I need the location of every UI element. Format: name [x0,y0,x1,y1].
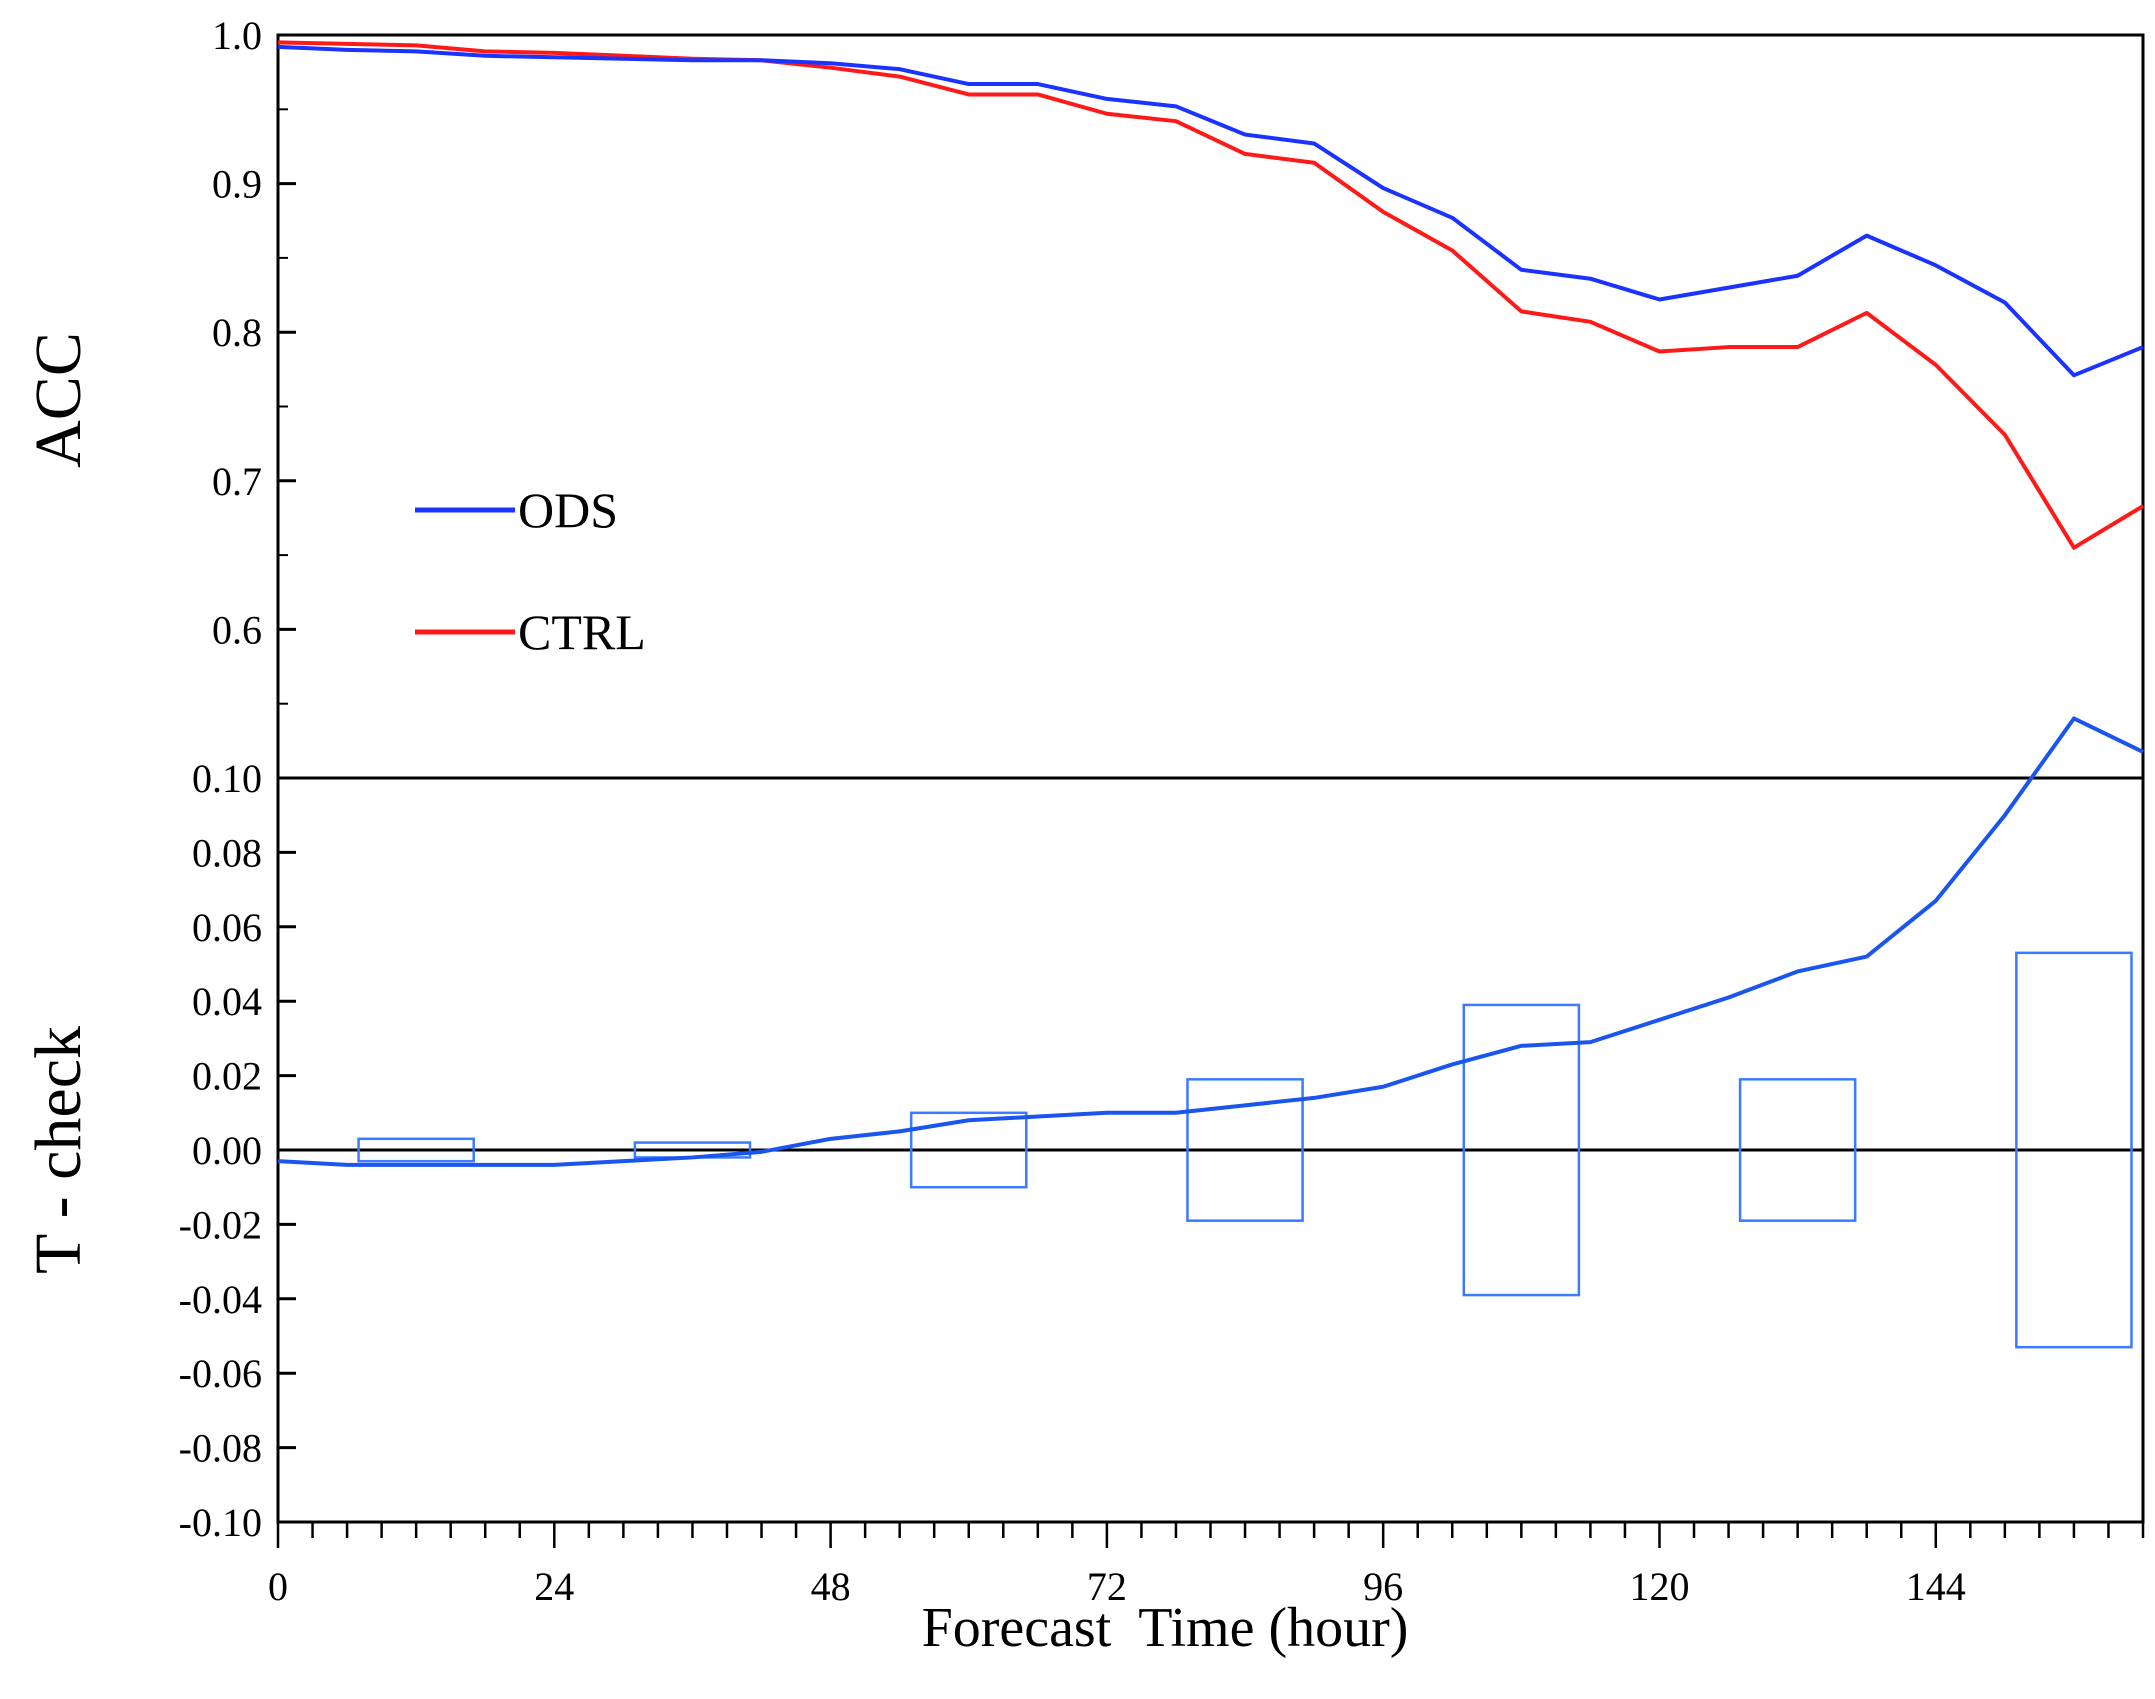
acc-axis-title: ACC [22,332,95,468]
t-check-y-tick-label: -0.04 [179,1277,262,1322]
t-check-y-tick-label: -0.02 [179,1202,262,1247]
t-check-axis-title: T - check [22,1026,95,1274]
acc-y-tick-label: 0.8 [212,310,262,355]
acc-panel-frame [276,33,2145,780]
legend-label-ctrl: CTRL [518,604,646,660]
t-check-y-tick-label: 0.00 [192,1128,262,1173]
acc-difference-line [277,716,2144,1167]
x-axis-title: Forecast Time (hour) [922,1597,1409,1659]
x-tick-label: 0 [268,1564,288,1609]
acc-y-tick-label: 0.9 [212,162,262,207]
significance-box [2015,951,2133,1349]
legend-label-ods: ODS [518,482,618,538]
t-check-y-tick-label: -0.10 [179,1500,262,1545]
t-check-y-tick-label: 0.10 [192,756,262,801]
t-check-y-tick-label: 0.08 [192,830,262,875]
t-check-y-tick-label: 0.02 [192,1054,262,1099]
significance-box [1462,1003,1581,1297]
t-check-y-tick-label: -0.06 [179,1351,262,1396]
t-check-y-tick-label: 0.06 [192,905,262,950]
significance-box [357,1137,475,1163]
significance-box [909,1111,1028,1189]
x-tick-label: 72 [1087,1564,1127,1609]
acc-y-tick-label: 0.6 [212,607,262,652]
series-line-ods [277,44,2144,378]
x-tick-label: 144 [1906,1564,1966,1609]
t-check-y-tick-label: 0.04 [192,979,262,1024]
series-line-ctrl [277,40,2145,550]
acc-y-tick-label: 1.0 [212,13,262,58]
significance-box [1738,1078,1857,1222]
acc-y-tick-label: 0.7 [212,459,262,504]
x-tick-label: 120 [1629,1564,1689,1609]
x-tick-label: 24 [534,1564,574,1609]
x-tick-label: 48 [811,1564,851,1609]
significance-box [1186,1078,1304,1222]
x-tick-label: 96 [1363,1564,1403,1609]
t-check-y-tick-label: -0.08 [179,1426,262,1471]
